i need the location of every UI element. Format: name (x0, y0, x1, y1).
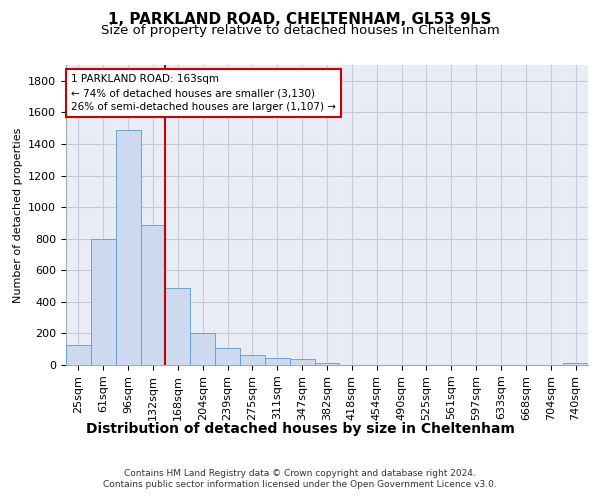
Bar (290, 360, 314, 365)
Bar (215, 348, 240, 365)
Bar (314, 362, 340, 365)
Text: Contains public sector information licensed under the Open Government Licence v3: Contains public sector information licen… (103, 480, 497, 489)
Bar (116, 130, 140, 365)
Text: Size of property relative to detached houses in Cheltenham: Size of property relative to detached ho… (101, 24, 499, 37)
Text: Contains HM Land Registry data © Crown copyright and database right 2024.: Contains HM Land Registry data © Crown c… (124, 469, 476, 478)
Bar (166, 288, 190, 365)
Text: 1, PARKLAND ROAD, CHELTENHAM, GL53 9LS: 1, PARKLAND ROAD, CHELTENHAM, GL53 9LS (109, 12, 491, 28)
Bar (265, 358, 290, 365)
Bar (190, 332, 215, 365)
Bar (563, 362, 588, 365)
Bar (240, 354, 265, 365)
Y-axis label: Number of detached properties: Number of detached properties (13, 128, 23, 302)
Text: 1 PARKLAND ROAD: 163sqm
← 74% of detached houses are smaller (3,130)
26% of semi: 1 PARKLAND ROAD: 163sqm ← 74% of detache… (71, 74, 336, 112)
Bar (66, 346, 91, 365)
Bar (91, 238, 116, 365)
Bar (140, 226, 166, 365)
Text: Distribution of detached houses by size in Cheltenham: Distribution of detached houses by size … (86, 422, 514, 436)
